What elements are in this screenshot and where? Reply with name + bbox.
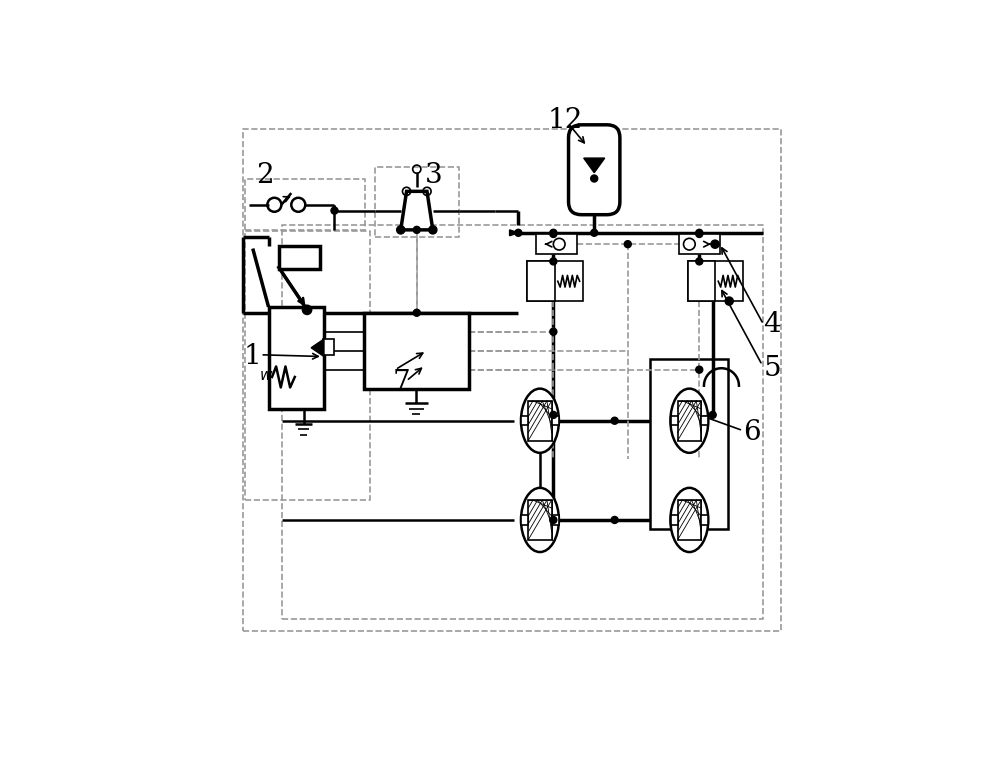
Bar [279,246,320,269]
Text: 1: 1 [244,343,262,370]
Bar [678,401,701,440]
Circle shape [696,230,703,237]
Bar [650,359,728,529]
Bar [323,339,334,355]
Bar [536,234,577,255]
Circle shape [413,227,420,233]
Bar [679,234,720,255]
Text: 4: 4 [763,311,781,338]
Circle shape [429,226,437,234]
Text: w: w [260,368,272,384]
Circle shape [709,412,716,418]
FancyBboxPatch shape [569,125,620,215]
Bar [527,262,583,301]
Bar [688,262,743,301]
Polygon shape [584,158,605,173]
Bar [552,416,559,425]
Circle shape [550,258,557,265]
Bar [701,416,708,425]
Bar [671,515,678,525]
Text: 6: 6 [743,419,761,446]
Circle shape [591,175,598,182]
Text: 3: 3 [425,162,443,189]
Circle shape [331,207,338,214]
Bar [671,416,678,425]
Bar [528,500,552,540]
Circle shape [550,230,557,237]
Polygon shape [311,339,324,356]
Bar [678,500,701,540]
Circle shape [624,241,631,248]
Circle shape [611,516,618,524]
Bar [552,515,559,525]
Circle shape [591,229,598,236]
Circle shape [397,226,405,234]
Bar [521,515,528,525]
Ellipse shape [521,488,559,552]
Bar [521,416,528,425]
Circle shape [550,516,557,524]
Circle shape [611,417,618,424]
Circle shape [550,328,557,335]
Bar [269,307,324,409]
Bar [528,401,552,440]
Ellipse shape [670,389,708,453]
Text: 7: 7 [393,369,410,396]
Circle shape [302,305,312,315]
Text: 2: 2 [256,162,273,189]
Circle shape [550,229,557,236]
Circle shape [413,309,420,316]
Circle shape [696,366,703,373]
Text: 12: 12 [547,107,583,133]
Bar [688,262,715,301]
Text: 5: 5 [763,355,781,382]
Bar [527,262,555,301]
Circle shape [711,240,719,249]
Polygon shape [401,191,433,230]
Bar [701,515,708,525]
Circle shape [696,258,703,265]
Ellipse shape [670,488,708,552]
Bar [364,313,469,389]
Circle shape [725,297,733,305]
Ellipse shape [521,389,559,453]
Circle shape [550,412,557,418]
Polygon shape [510,230,518,236]
Circle shape [696,229,703,236]
Circle shape [515,229,522,236]
